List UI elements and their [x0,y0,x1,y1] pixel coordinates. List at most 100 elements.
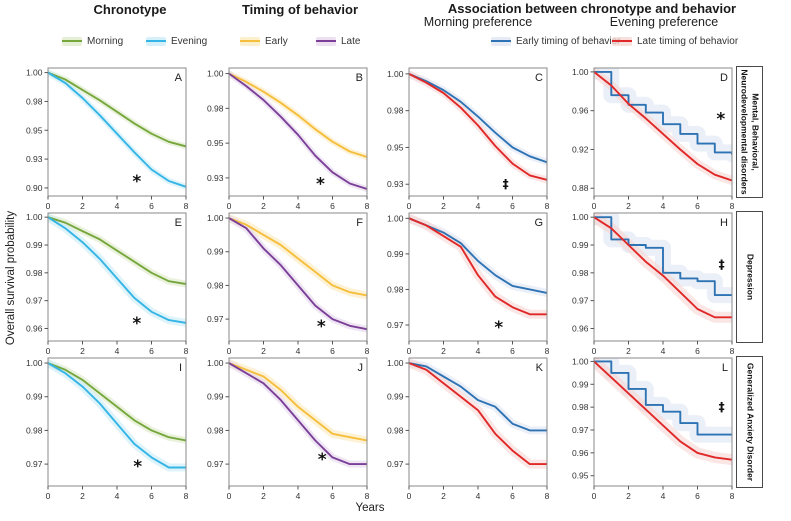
x-tick-label: 2 [261,491,266,501]
y-tick-label: 0.99 [572,379,589,389]
survival-curve [409,362,547,432]
association-title: Association between chronotype and behav… [447,1,737,16]
morning-preference-subtitle: Morning preference [423,15,533,29]
evening-preference-subtitle: Evening preference [609,15,719,29]
x-tick-label: 6 [510,346,515,356]
y-tick-label: 1.00 [387,69,404,79]
y-tick-label: 0.93 [26,154,43,164]
x-tick-label: 0 [592,201,597,211]
panel-letter: L [722,362,728,374]
survival-curve [594,360,732,461]
panel-J: 1.00 0.99 0.98 0.97 0 2 4 6 8 J * [197,352,373,502]
panel-letter: A [175,72,183,84]
y-tick-label: 0.99 [26,240,43,250]
x-tick-label: 6 [510,491,515,501]
x-tick-label: 6 [695,201,700,211]
survival-curve [594,216,732,297]
km-plot-H: 1.00 0.99 0.98 0.97 0.96 0 2 4 6 8 H ‡ [572,212,735,356]
legend-morning-label: Morning [87,35,124,47]
survival-curve [229,72,367,158]
legend-evening-label: Evening [171,35,208,47]
x-tick-label: 2 [261,346,266,356]
confidence-band [229,359,367,468]
y-tick-label: 0.95 [572,471,589,481]
panel-letter: D [720,72,728,84]
km-plot-D: 1.00 0.96 0.92 0.880 2 4 6 8 D * [572,67,735,211]
x-tick-label: 4 [476,346,481,356]
y-tick-label: 1.00 [572,212,589,222]
survival-curve [594,360,732,436]
x-tick-label: 6 [330,491,335,501]
y-tick-label: 0.88 [572,183,589,193]
panel-D: 1.00 0.96 0.92 0.88 0 2 4 6 8 D * [562,62,738,212]
y-tick-label: 0.99 [26,392,43,402]
x-tick-label: 8 [730,491,735,501]
y-tick-label: 0.97 [207,314,224,324]
x-tick-label: 8 [365,491,370,501]
km-plot-K: 1.00 0.99 0.98 0.97 0 2 4 6 8 K [387,357,550,501]
legend-early: Early [240,35,288,47]
x-tick-label: 0 [227,201,232,211]
y-tick-label: 1.00 [207,213,224,223]
confidence-band [409,213,547,319]
early-timing-line-swatch [491,36,511,46]
confidence-band [229,214,367,333]
km-plot-E: 1.00 0.99 0.98 0.97 0.96 0 2 4 6 8 E * [26,212,189,356]
row-label-depression: Depression [736,211,763,343]
survival-curve [48,71,186,188]
x-tick-label: 4 [476,201,481,211]
y-tick-label: 1.00 [26,212,43,222]
survival-curve [594,70,732,156]
significance-marker: * [716,109,725,129]
x-tick-label: 0 [46,491,51,501]
panel-letter: I [179,362,182,374]
significance-marker: * [316,174,325,194]
early-line-swatch [240,36,260,46]
y-tick-label: 1.00 [572,356,589,366]
km-plot-C: 1.00 0.98 0.95 0.93 0 2 4 6 8 C ‡ [387,67,550,211]
km-plot-I: 1.00 0.99 0.98 0.97 0 2 4 6 8 I * [26,357,189,501]
survival-curve [48,362,186,442]
y-tick-label: 0.96 [26,323,43,333]
survival-curve [48,71,186,148]
x-tick-label: 6 [510,201,515,211]
y-tick-label: 1.00 [207,69,224,79]
x-tick-label: 0 [592,491,597,501]
x-tick-label: 0 [407,201,412,211]
confidence-band [229,70,367,192]
km-plot-J: 1.00 0.99 0.98 0.97 0 2 4 6 8 J * [207,357,370,501]
panel-F: 1.00 0.99 0.98 0.97 0 2 4 6 8 F * [197,207,373,357]
x-tick-label: 2 [80,201,85,211]
x-tick-label: 4 [476,491,481,501]
y-tick-label: 0.93 [207,173,224,183]
panel-C: 1.00 0.98 0.95 0.93 0 2 4 6 8 C ‡ [377,62,553,212]
x-tick-label: 0 [46,346,51,356]
legend-morning: Morning [62,35,123,47]
survival-curve [594,70,732,182]
y-tick-label: 0.93 [387,179,404,189]
y-tick-label: 0.97 [207,459,224,469]
x-tick-label: 6 [695,346,700,356]
x-tick-label: 2 [626,346,631,356]
panel-B: 1.00 0.98 0.95 0.93 0 2 4 6 8 B * [197,62,373,212]
x-tick-label: 6 [149,201,154,211]
significance-marker: * [318,450,327,470]
row-label-mental-disorders: Mental, Behavioral, Neurodevelopmental d… [736,66,763,198]
survival-curve [409,72,547,181]
survival-curve [594,216,732,319]
y-tick-label: 0.97 [387,459,404,469]
morning-line-swatch [62,36,82,46]
late-line-swatch [316,36,336,46]
km-plot-G: 1.00 0.99 0.98 0.97 0 2 4 6 8 G * [387,212,550,356]
late-timing-line-swatch [612,36,632,46]
x-tick-label: 4 [661,201,666,211]
y-tick-label: 0.98 [207,280,224,290]
y-tick-label: 0.99 [207,392,224,402]
confidence-band [409,358,547,469]
significance-marker: * [494,318,503,338]
x-tick-label: 6 [695,491,700,501]
x-tick-label: 4 [296,346,301,356]
x-tick-label: 4 [296,201,301,211]
x-tick-label: 6 [149,346,154,356]
x-tick-label: 8 [184,201,189,211]
